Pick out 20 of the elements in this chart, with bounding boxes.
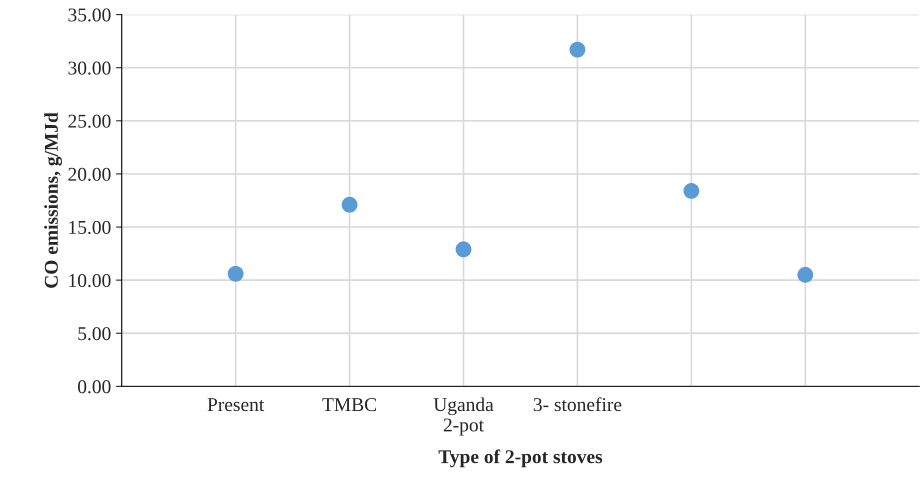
x-tick-label: TMBC — [322, 398, 376, 412]
y-tick-label: 35.00 — [68, 8, 111, 22]
y-tick-label: 20.00 — [68, 168, 111, 181]
x-tick-label: 3- stonefire — [534, 397, 622, 412]
y-tick-label: 25.00 — [68, 114, 111, 128]
x-tick-label: Uganda 2-pot — [434, 397, 494, 436]
y-tick-label: 10.00 — [69, 274, 111, 288]
point — [228, 266, 244, 282]
y-tick-label: 30.00 — [68, 62, 111, 75]
y-tick-label: 15.00 — [69, 220, 111, 234]
y-axis-title: CO emissions, g/MJd — [44, 112, 62, 288]
point — [797, 266, 814, 283]
x-axis-title: Type of 2-pot stoves — [438, 449, 602, 468]
point — [683, 182, 700, 199]
y-tick-label: 5.00 — [78, 327, 111, 340]
point — [342, 196, 358, 213]
point — [570, 42, 586, 58]
y-tick-label: 0.00 — [78, 380, 111, 394]
point — [456, 241, 472, 258]
x-tick-label: Present — [208, 398, 264, 412]
